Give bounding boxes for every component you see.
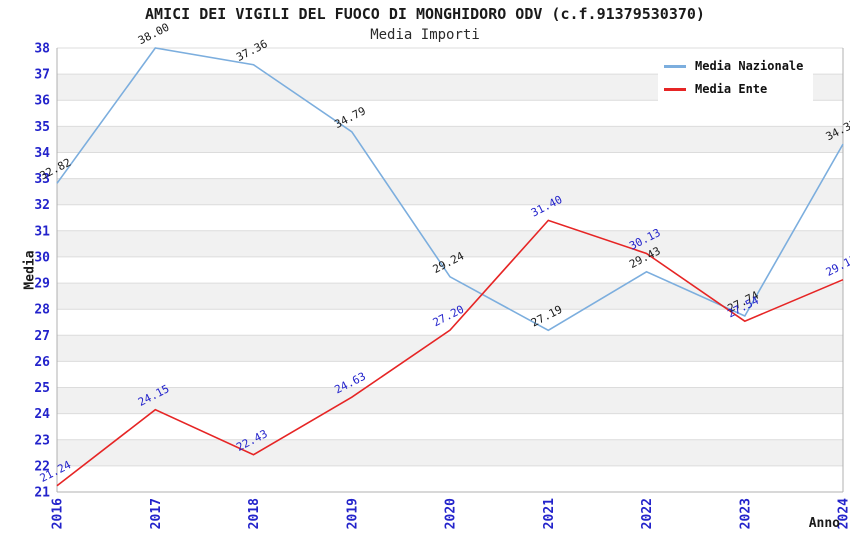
y-tick-label: 22: [34, 459, 50, 474]
x-tick-label: 2020: [444, 498, 459, 529]
data-point-label: 34.32: [824, 117, 850, 144]
y-tick-label: 30: [34, 250, 50, 265]
media-nazionale-line-swatch-icon: [664, 64, 686, 68]
x-tick-label: 2021: [542, 498, 557, 529]
x-tick-label: 2019: [345, 498, 360, 529]
y-tick-label: 37: [34, 68, 50, 83]
y-tick-label: 34: [34, 146, 50, 161]
x-axis-title: Anno: [808, 516, 840, 531]
legend: Media Nazionale Media Ente: [658, 52, 814, 105]
data-point-label: 38.00: [136, 21, 171, 48]
x-tick-label: 2018: [247, 498, 262, 529]
y-tick-label: 23: [34, 433, 50, 448]
y-tick-label: 33: [34, 172, 50, 187]
chart-title: AMICI DEI VIGILI DEL FUOCO DI MONGHIDORO…: [145, 5, 705, 23]
y-tick-label: 25: [34, 381, 50, 396]
x-tick-label: 2023: [738, 498, 753, 529]
y-tick-label: 36: [34, 94, 50, 109]
series-line-media-ente: [56, 219, 844, 487]
x-tick-label: 2017: [149, 498, 164, 529]
x-tick-label: 2016: [51, 498, 66, 529]
band-row: [57, 230, 843, 257]
band-row: [57, 387, 843, 414]
legend-label: Media Nazionale: [695, 59, 804, 73]
series-line-media-nazionale: [56, 47, 844, 332]
legend-item-media-nazionale: Media Nazionale: [664, 59, 803, 73]
chart-subtitle: Media Importi: [370, 27, 480, 43]
band-row: [57, 178, 843, 205]
y-tick-label: 27: [34, 329, 50, 344]
x-tick-label: 2022: [640, 498, 655, 529]
y-tick-label: 28: [34, 303, 50, 318]
band-row: [57, 439, 843, 466]
y-tick-label: 32: [34, 198, 50, 213]
band-row: [57, 335, 843, 362]
legend-label: Media Ente: [695, 82, 768, 96]
y-tick-label: 35: [34, 120, 50, 135]
y-tick-label: 31: [34, 224, 50, 239]
x-tick-label: 2024: [837, 498, 850, 529]
y-axis-title: Media: [22, 250, 38, 290]
data-point-label: 37.36: [234, 37, 269, 64]
y-tick-label: 29: [34, 277, 50, 292]
legend-item-media-ente: Media Ente: [664, 82, 803, 96]
y-tick-label: 24: [34, 407, 50, 422]
media-ente-line-swatch-icon: [664, 87, 686, 91]
y-tick-label: 26: [34, 355, 50, 370]
y-tick-label: 38: [34, 42, 50, 57]
band-row: [57, 126, 843, 153]
y-tick-label: 21: [34, 486, 50, 501]
band-row: [57, 283, 843, 310]
